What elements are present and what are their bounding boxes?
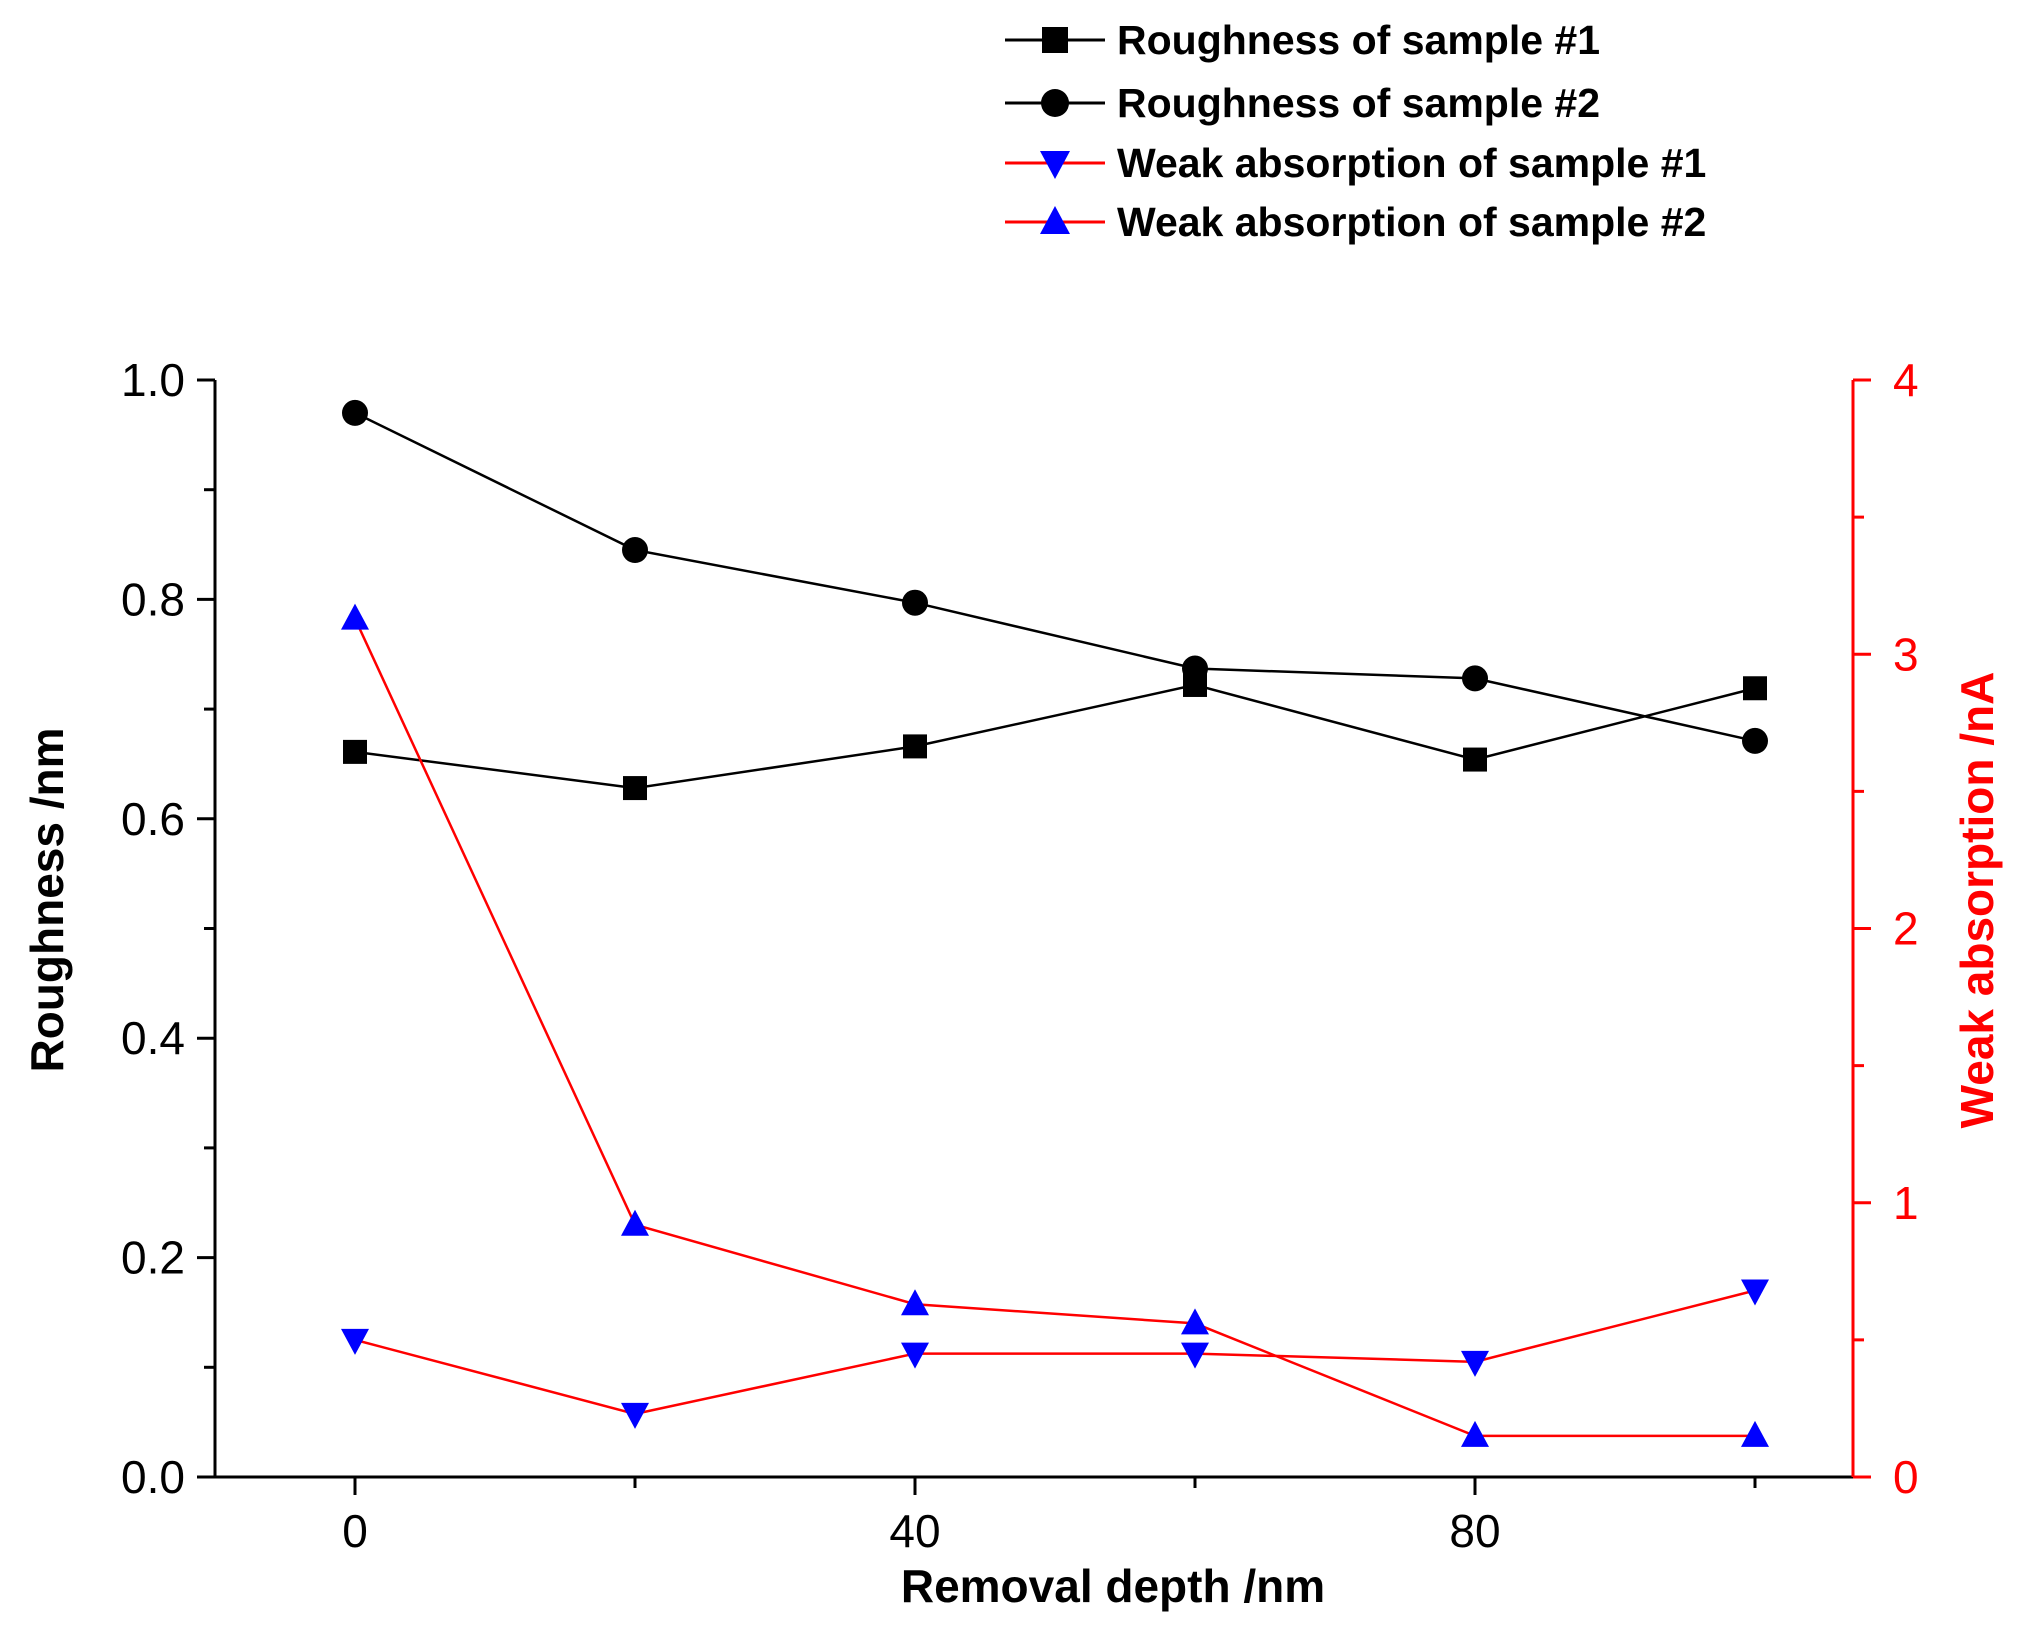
series-line-1 (354, 683, 1756, 790)
series-4-point (901, 1289, 929, 1316)
legend-label-1: Roughness of sample #1 (1117, 17, 1600, 63)
series-4-point (1181, 1308, 1209, 1335)
series-1-point (343, 739, 367, 764)
legend: Roughness of sample #1 Roughness of sampl… (1005, 17, 1706, 245)
right-y-tick-label: 2 (1893, 903, 1919, 955)
series-line-4 (353, 618, 1755, 1438)
x-tick-label: 80 (1449, 1505, 1500, 1557)
x-tick-label: 40 (889, 1505, 940, 1557)
series-3-point (341, 1328, 369, 1355)
left-y-tick-label: 0.0 (121, 1451, 185, 1503)
left-y-tick-label: 0.2 (121, 1232, 185, 1284)
legend-label-4: Weak absorption of sample #2 (1117, 199, 1706, 245)
left-y-tick-label: 1.0 (121, 354, 185, 406)
legend-label-3: Weak absorption of sample #1 (1117, 140, 1706, 186)
series-line-2 (354, 411, 1756, 743)
legend-marker-4 (1040, 206, 1070, 234)
x-axis-title: Removal depth /nm (901, 1560, 1325, 1612)
series-4-point (1741, 1420, 1769, 1447)
series-4-point (1461, 1420, 1489, 1447)
right-y-tick-label: 3 (1893, 628, 1919, 680)
series-3-point (621, 1402, 649, 1429)
series-1-point (1743, 676, 1767, 701)
right-y-tick-label: 4 (1893, 354, 1919, 406)
axes-layer: 0 40 80 0.0 0.2 0.4 0.6 0.8 1.0 0 1 2 3 4 (121, 354, 1919, 1557)
series-3-point (1181, 1342, 1209, 1369)
legend-label-2: Roughness of sample #2 (1117, 80, 1600, 126)
series-2-point (1462, 665, 1488, 692)
right-y-axis-title: Weak absorption /nA (1951, 672, 2003, 1129)
series-3-point (901, 1342, 929, 1369)
left-y-tick-label: 0.4 (121, 1012, 185, 1064)
series-1-point (903, 734, 927, 759)
series-2-point (902, 589, 928, 616)
series-3-point (1461, 1350, 1489, 1377)
right-y-tick-label: 1 (1893, 1177, 1919, 1229)
legend-marker-3 (1040, 151, 1070, 179)
legend-marker-1 (1042, 27, 1068, 53)
series-line-3 (354, 1289, 1756, 1416)
series-layer (341, 399, 1769, 1447)
series-1-point (623, 776, 647, 801)
series-1-point (1463, 747, 1487, 772)
legend-marker-2 (1041, 89, 1069, 117)
series-2-point (1182, 655, 1208, 682)
x-tick-label: 0 (342, 1505, 368, 1557)
left-y-tick-label: 0.6 (121, 793, 185, 845)
left-y-tick-label: 0.8 (121, 573, 185, 625)
series-4-point (341, 603, 369, 630)
series-2-point (342, 399, 368, 426)
right-y-tick-label: 0 (1893, 1451, 1919, 1503)
series-4-point (621, 1209, 649, 1236)
series-3-point (1741, 1279, 1769, 1306)
series-2-point (1742, 727, 1768, 754)
left-y-axis-title: Roughness /nm (21, 727, 73, 1072)
series-2-point (622, 537, 648, 564)
